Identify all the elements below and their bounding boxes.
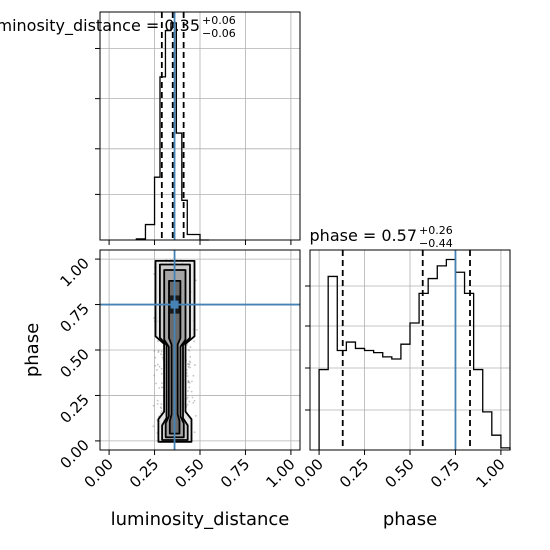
right-histogram-line <box>318 258 511 450</box>
right-x-tick-label-2: 0.50 <box>381 455 417 491</box>
joint-scatter-point <box>152 404 155 407</box>
joint-scatter-point <box>160 372 163 375</box>
right-x-tick-label-4: 1.00 <box>472 455 508 491</box>
title-luminosity-distance-plus: +0.06 <box>202 14 236 27</box>
right-x-tick-label-3: 0.75 <box>427 455 463 491</box>
joint-scatter-point <box>188 386 191 389</box>
joint-scatter-point <box>187 348 190 351</box>
joint-scatter-point <box>161 356 164 359</box>
joint-scatter-point <box>192 401 195 404</box>
joint-scatter-point <box>186 396 189 399</box>
joint-scatter-point <box>189 361 192 364</box>
joint-y-tick-label-1: 0.25 <box>56 391 92 427</box>
joint-scatter-point <box>160 407 163 410</box>
joint-scatter-point <box>188 349 191 352</box>
joint-y-tick-label-4: 1.00 <box>56 254 92 290</box>
joint-scatter-point <box>158 365 161 368</box>
joint-scatter-point <box>159 412 162 415</box>
top-histogram-line <box>135 22 210 241</box>
joint-scatter-point <box>157 351 160 354</box>
right-x-tick-label-1: 0.25 <box>336 455 372 491</box>
joint-scatter-point <box>153 317 155 319</box>
joint-scatter-point <box>186 363 189 366</box>
joint-scatter-point <box>186 375 189 377</box>
joint-scatter-point <box>156 363 159 366</box>
joint-scatter-point <box>190 390 193 393</box>
joint-scatter-point <box>157 340 159 343</box>
joint-scatter-point <box>160 350 163 353</box>
joint-scatter-point <box>187 380 190 382</box>
joint-truth-marker <box>170 300 179 309</box>
joint-scatter-point <box>187 362 190 365</box>
joint-scatter-point <box>193 399 196 402</box>
title-phase-minus: −0.44 <box>419 237 453 250</box>
joint-scatter-point <box>160 386 163 389</box>
joint-scatter-point <box>160 353 162 356</box>
joint-scatter-point <box>158 387 161 389</box>
joint-scatter-point <box>192 374 195 377</box>
joint-scatter-point <box>188 363 191 366</box>
joint-scatter-point <box>160 367 163 370</box>
joint-scatter-point <box>191 396 194 399</box>
joint-scatter-point <box>188 360 191 363</box>
joint-scatter-point <box>153 350 156 352</box>
joint-scatter-point <box>154 364 157 367</box>
joint-scatter-point <box>160 403 163 406</box>
joint-scatter-point <box>187 365 190 368</box>
joint-scatter-point <box>193 364 196 366</box>
joint-x-tick-label-4: 1.00 <box>262 455 298 491</box>
joint-scatter-point <box>195 279 197 282</box>
panel-phase-histogram: 0.00 0.25 0.50 0.75 1.00 <box>291 249 511 491</box>
joint-scatter-point <box>188 381 191 384</box>
title-luminosity-distance: luminosity_distance = 0.35 <box>0 16 200 36</box>
joint-scatter-point <box>156 369 158 371</box>
joint-scatter-point <box>156 399 159 402</box>
joint-scatter-point <box>187 380 190 383</box>
joint-scatter-point <box>188 400 191 403</box>
joint-scatter-point <box>189 355 192 358</box>
x-axis-label-luminosity-distance: luminosity_distance <box>111 509 290 530</box>
joint-scatter-point <box>154 356 157 359</box>
joint-scatter-point <box>186 344 188 346</box>
joint-y-tick-label-0: 0.00 <box>56 436 92 472</box>
joint-y-tick-label-2: 0.50 <box>56 345 92 381</box>
joint-scatter-point <box>186 403 189 406</box>
joint-x-tick-label-2: 0.50 <box>171 455 207 491</box>
joint-scatter-point <box>189 366 192 369</box>
joint-scatter-point <box>187 381 190 384</box>
title-phase: phase = 0.57 <box>310 226 417 245</box>
joint-x-tick-label-1: 0.25 <box>126 455 162 491</box>
joint-scatter-point <box>189 346 192 348</box>
joint-scatter-point <box>187 390 189 392</box>
y-axis-label-phase: phase <box>22 323 43 377</box>
joint-scatter-point <box>161 382 163 385</box>
joint-scatter-point <box>156 403 159 405</box>
joint-scatter-point <box>193 340 195 343</box>
joint-scatter-point <box>153 374 156 377</box>
panel-luminosity-distance-histogram <box>95 11 301 245</box>
joint-y-tick-label-3: 0.75 <box>56 300 92 336</box>
right-x-tick-label-0: 0.00 <box>291 455 327 491</box>
x-axis-label-phase: phase <box>383 509 437 530</box>
joint-scatter-point <box>160 410 163 412</box>
joint-scatter-point <box>194 415 197 417</box>
joint-x-tick-label-3: 0.75 <box>217 455 253 491</box>
joint-scatter-point <box>191 380 193 383</box>
title-phase-plus: +0.26 <box>419 224 453 237</box>
title-luminosity-distance-minus: −0.06 <box>202 27 236 40</box>
joint-scatter-point <box>152 425 155 428</box>
joint-scatter-point <box>159 406 162 409</box>
panel-joint-distribution: 0.000.000.250.250.500.500.750.751.001.00 <box>56 249 301 491</box>
joint-scatter-point <box>155 382 157 385</box>
joint-scatter-point <box>196 329 198 331</box>
joint-scatter-point <box>193 431 196 434</box>
joint-x-tick-label-0: 0.00 <box>81 455 117 491</box>
joint-scatter-point <box>157 349 160 352</box>
